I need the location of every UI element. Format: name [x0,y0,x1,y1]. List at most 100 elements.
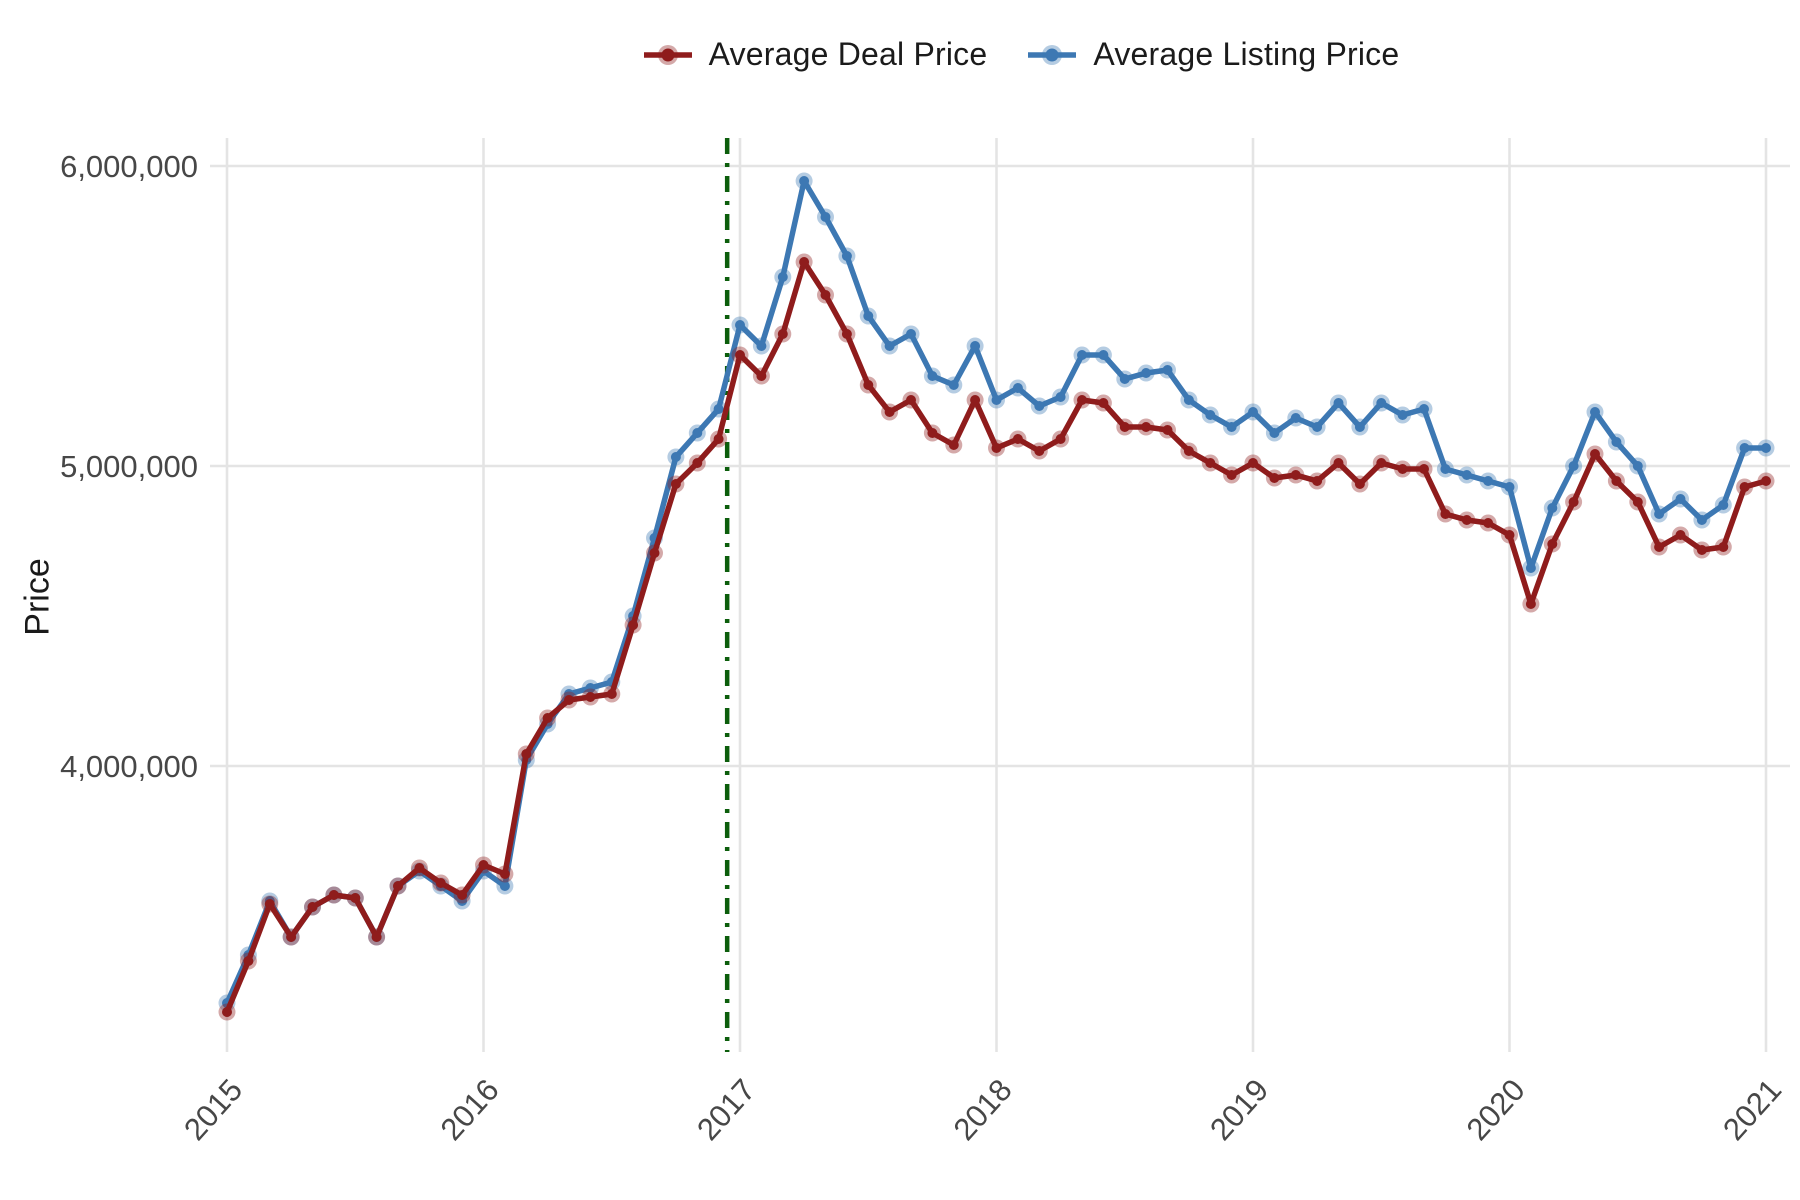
data-point [1525,599,1536,609]
data-point [970,395,981,405]
data-point [1055,392,1066,402]
data-point [1696,545,1707,555]
data-point [1205,458,1216,468]
data-point [1354,422,1365,432]
data-point [264,899,275,909]
x-tick-label: 2016 [434,1072,506,1147]
data-point [1226,422,1237,432]
data-point [692,458,703,468]
data-point [1397,410,1408,420]
data-point [606,689,617,699]
data-point [777,272,788,282]
x-tick-label: 2018 [947,1072,1019,1147]
data-point [1333,458,1344,468]
data-point [1077,395,1087,405]
x-tick-label: 2017 [690,1072,762,1147]
data-point [863,311,874,321]
data-point [1547,539,1558,549]
data-point [1440,464,1451,474]
y-axis-labels: 4,000,000 5,000,000 6,000,000 [60,149,198,784]
data-point [1504,482,1515,492]
data-point [1461,470,1472,480]
data-point [756,341,767,351]
legend-label-listing-price: Average Listing Price [1093,36,1400,72]
data-point [585,683,596,693]
data-point [799,257,810,267]
data-point [1162,425,1173,435]
data-point [735,350,745,360]
data-point [1568,497,1579,507]
data-point [1718,500,1729,510]
data-point [713,434,724,444]
data-point [1012,383,1023,393]
data-point [1739,482,1750,492]
listing-price-key-icon [1028,44,1077,65]
data-point [841,251,852,261]
data-point [542,713,553,723]
data-point [1333,398,1344,408]
data-point [585,692,596,702]
data-point [1269,473,1280,483]
data-point [1183,446,1194,456]
data-point [948,440,959,450]
data-point [649,548,660,558]
data-point [307,902,318,912]
data-point [1119,374,1130,384]
data-point [991,443,1002,453]
data-point [1632,461,1643,471]
data-point [1354,479,1365,489]
data-point [628,620,639,630]
data-point [1376,398,1387,408]
data-point [1162,365,1173,375]
data-point [1654,542,1665,552]
data-point [499,881,510,891]
data-point [1483,476,1494,486]
data-point [692,428,703,438]
data-point [1290,413,1301,423]
data-point [1568,461,1579,471]
data-point [756,371,767,381]
data-point [286,932,297,942]
data-point [820,290,831,300]
gridlines [210,138,1790,1052]
data-point [371,932,382,942]
data-point [863,380,874,390]
data-point [457,890,468,900]
data-point [1312,422,1323,432]
x-tick-label: 2019 [1203,1072,1275,1147]
data-point [1419,404,1429,414]
data-point [414,863,425,873]
data-point [1248,407,1258,417]
data-point [1141,422,1152,432]
data-point [1675,494,1686,504]
data-point [1034,401,1045,411]
data-point [948,380,959,390]
data-point [1611,437,1622,447]
data-point [777,329,788,339]
data-point [1312,476,1323,486]
data-point [1269,428,1280,438]
data-point [1654,509,1665,519]
data-point [350,893,361,903]
data-point [735,320,745,330]
data-point [884,341,895,351]
data-point [1590,449,1600,459]
y-tick-label: 4,000,000 [60,749,198,784]
x-axis-labels: 2015 2016 2017 2018 2019 2020 2021 [177,1072,1788,1147]
data-point [841,329,852,339]
data-point [243,956,254,966]
legend-item-listing-price: Average Listing Price [1025,36,1399,73]
x-tick-label: 2021 [1716,1072,1788,1147]
data-point [1632,497,1643,507]
data-point [435,878,446,888]
data-point [1461,515,1472,525]
deal-price-points [222,257,1771,1017]
data-point [1675,530,1686,540]
data-point [1590,407,1600,417]
data-point [927,428,938,438]
data-point [1119,422,1130,432]
y-tick-label: 6,000,000 [60,149,198,184]
data-point [927,371,938,381]
data-point [499,869,510,879]
